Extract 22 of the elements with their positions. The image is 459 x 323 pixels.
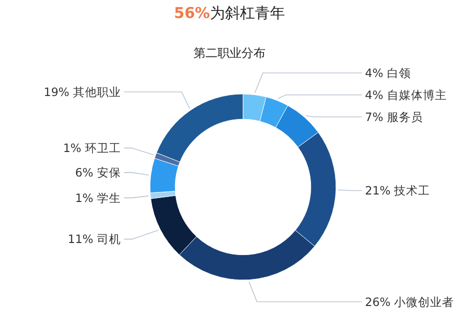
data-label: 1% xyxy=(63,141,82,156)
slice-label: 司机 xyxy=(97,232,121,246)
slice-label: 技术工 xyxy=(393,184,430,198)
data-label: 6% xyxy=(75,166,94,180)
data-label: 26% xyxy=(365,294,391,309)
slice-label: 其他职业 xyxy=(73,84,121,99)
slice-label: 自媒体博主 xyxy=(386,88,447,102)
chart-title: 56%为斜杠青年 xyxy=(174,4,285,22)
slice-label: 服务员 xyxy=(386,110,423,124)
data-label: 7% xyxy=(365,110,384,124)
slice-label: 学生 xyxy=(97,190,121,205)
slice-label: 安保 xyxy=(97,166,121,180)
data-label: 4% xyxy=(365,88,384,102)
data-label: 21% xyxy=(365,184,391,198)
slice-label: 环卫工 xyxy=(85,141,121,156)
data-label: 11% xyxy=(68,232,94,246)
chart-subtitle: 第二职业分布 xyxy=(194,46,266,60)
data-label: 4% xyxy=(365,66,384,80)
data-label: 1% xyxy=(75,190,94,205)
slice-label: 白领 xyxy=(386,66,411,80)
slice-label: 小微创业者 xyxy=(394,294,454,309)
data-label: 19% xyxy=(44,84,70,99)
